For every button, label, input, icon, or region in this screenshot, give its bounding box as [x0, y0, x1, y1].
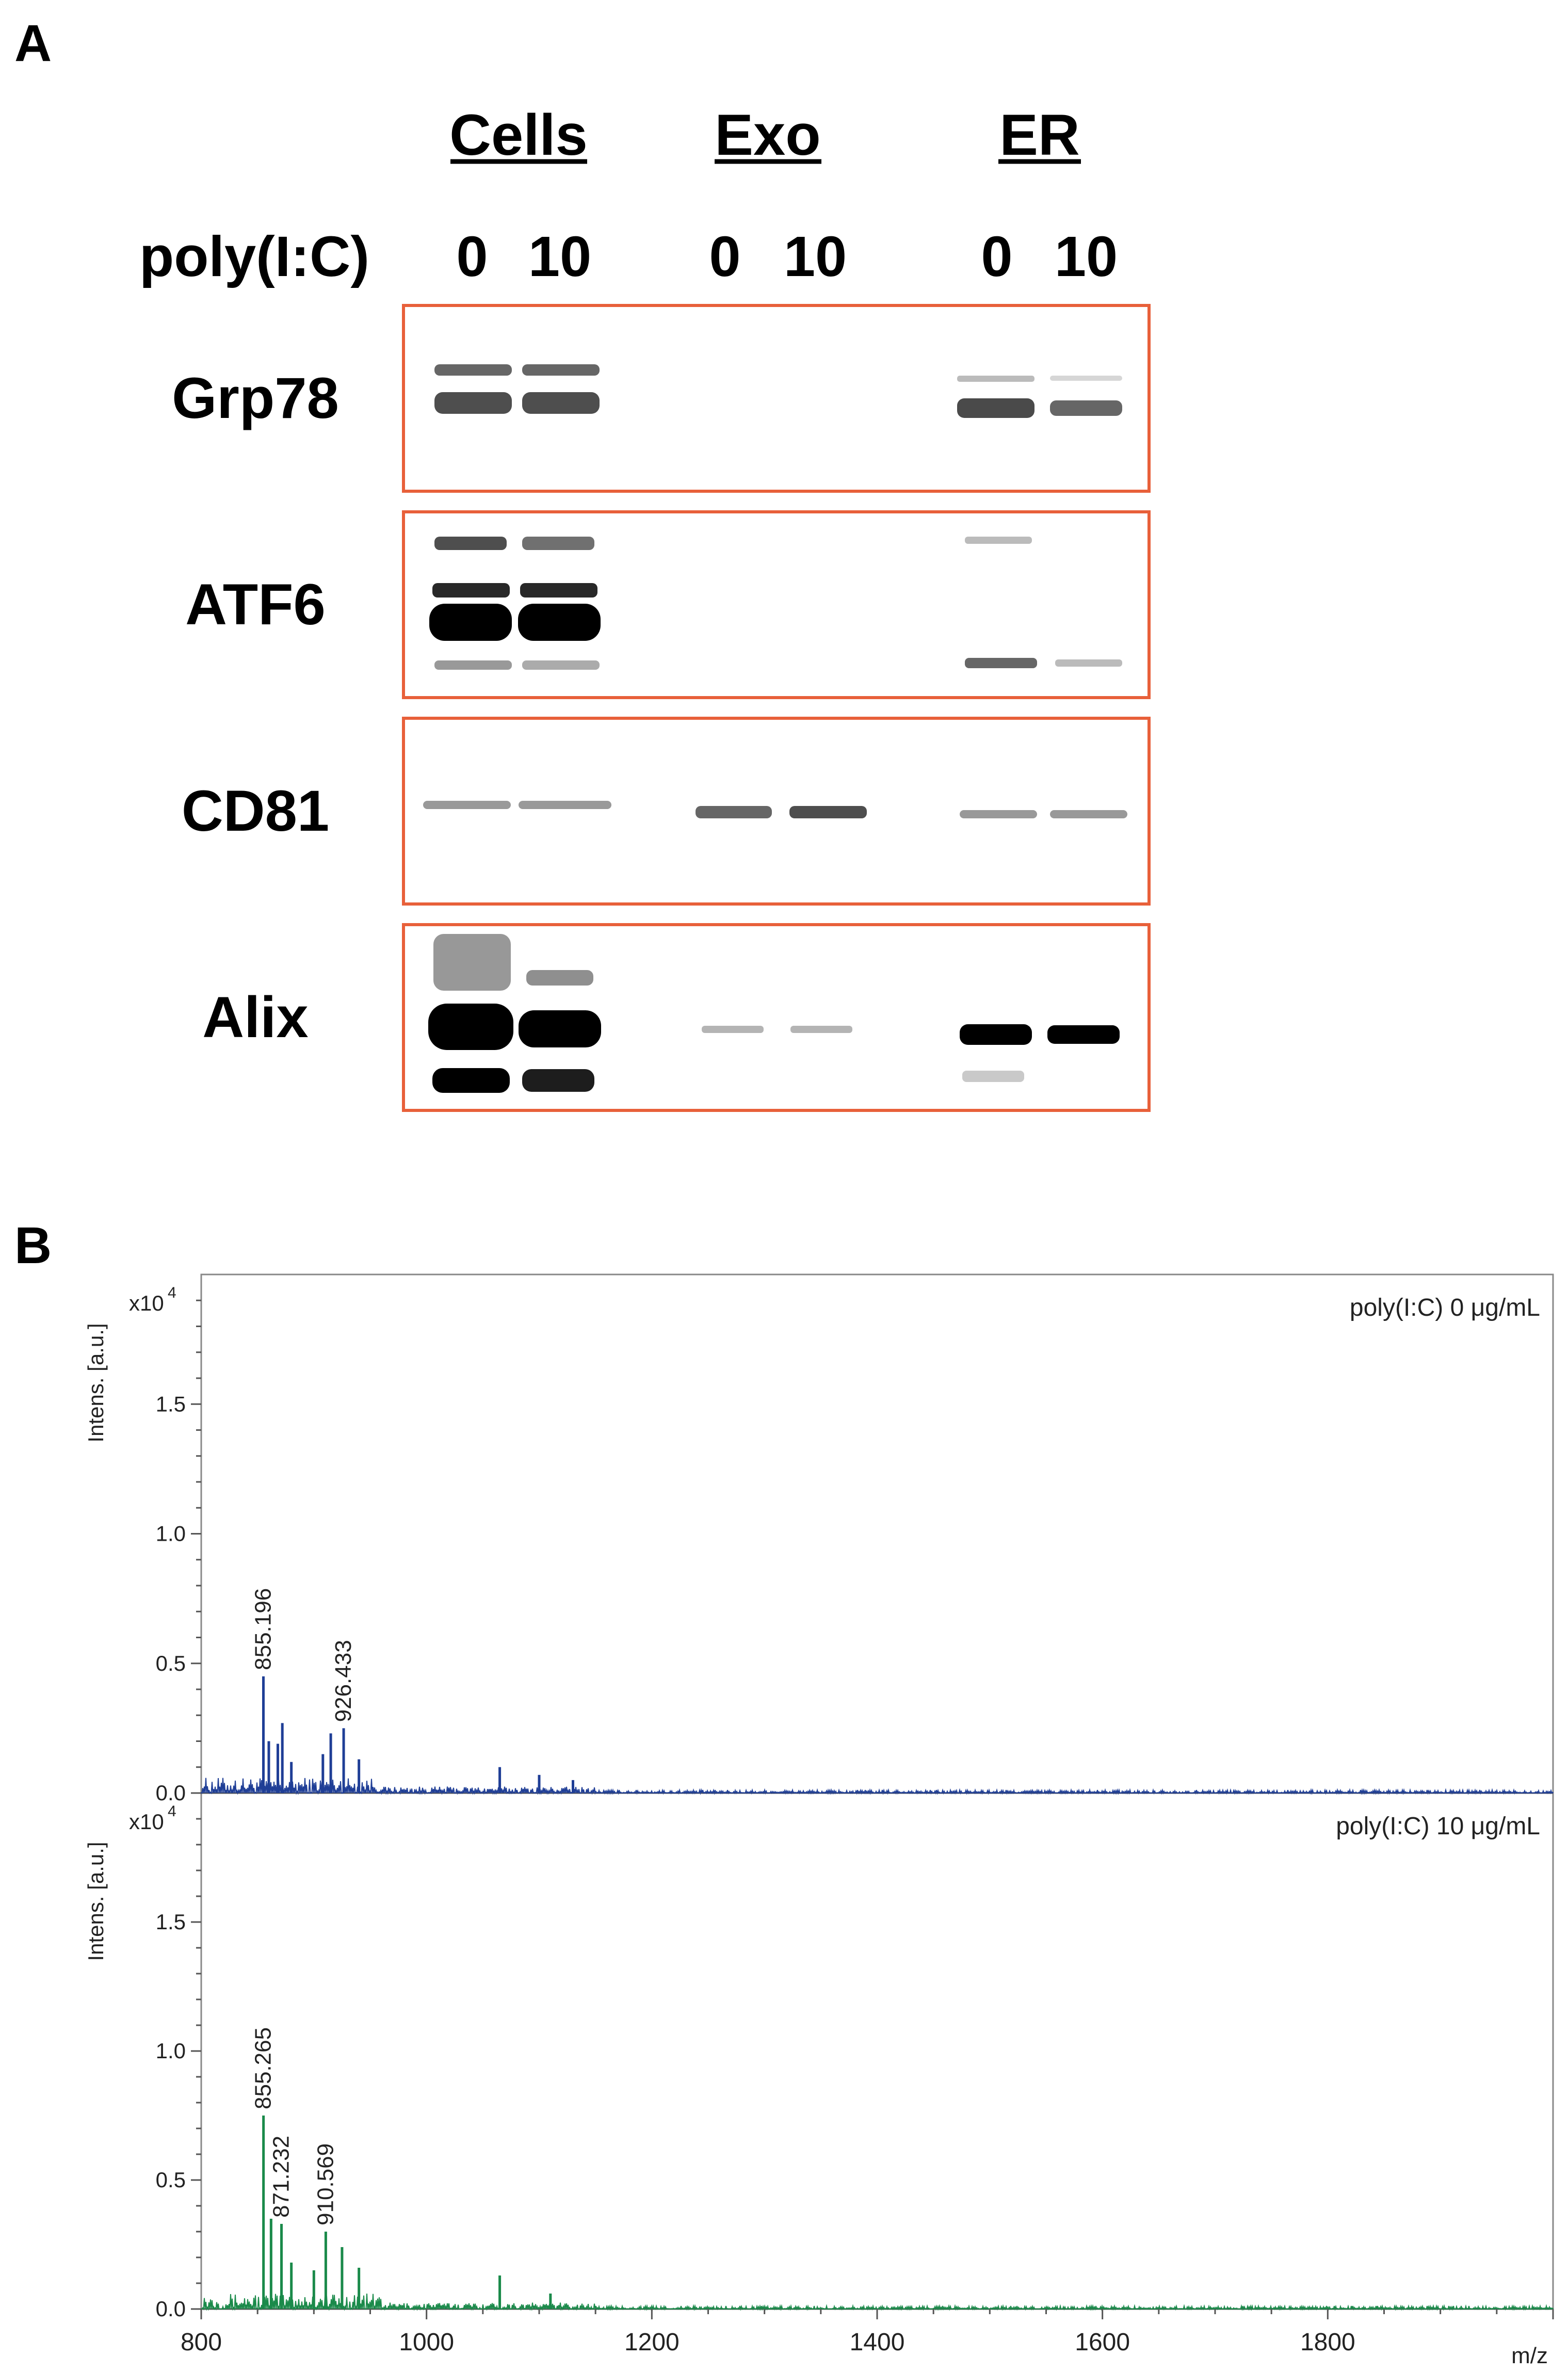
- band: [433, 934, 511, 991]
- peak-label: 855.196: [251, 1588, 276, 1670]
- x-tick-label: 800: [181, 2329, 222, 2356]
- band: [423, 801, 511, 809]
- band: [522, 1069, 594, 1092]
- x-tick-label: 1600: [1075, 2329, 1130, 2356]
- band: [957, 398, 1034, 418]
- peak-label: 926.433: [331, 1640, 356, 1722]
- y-tick-label: 0.0: [156, 1781, 186, 1805]
- x-tick-label: 1000: [399, 2329, 454, 2356]
- blot-grp78: [402, 304, 1151, 493]
- y-multiplier: x10: [129, 1810, 164, 1834]
- band: [522, 537, 594, 550]
- y-tick-label: 1.0: [156, 1522, 186, 1546]
- group-header-er: ER: [999, 103, 1080, 167]
- legend-label: poly(I:C) 0 μg/mL: [1350, 1294, 1540, 1321]
- blot-frame-alix: [402, 923, 1151, 1112]
- band: [702, 1026, 764, 1033]
- band: [518, 604, 601, 641]
- blot-frame-atf6: [402, 510, 1151, 699]
- y-tick-label: 1.5: [156, 1910, 186, 1934]
- panel-b-label: B: [14, 1217, 52, 1274]
- blot-alix: [402, 923, 1151, 1112]
- blot-frame-grp78: [402, 304, 1151, 493]
- band: [519, 801, 611, 809]
- peak-label: 910.569: [313, 2143, 338, 2225]
- lane-dose-5: 0: [981, 225, 1012, 288]
- band: [434, 392, 512, 414]
- band: [960, 1024, 1032, 1045]
- band: [962, 1071, 1024, 1082]
- group-header-exo: Exo: [715, 103, 820, 167]
- band: [432, 1068, 510, 1093]
- band: [520, 583, 597, 598]
- y-tick-label: 0.5: [156, 2168, 186, 2192]
- protein-label-cd81: CD81: [182, 779, 329, 843]
- band: [522, 660, 600, 670]
- band: [790, 1026, 852, 1033]
- y-tick-label: 1.0: [156, 2039, 186, 2063]
- band: [789, 806, 867, 818]
- band: [1050, 400, 1122, 416]
- lane-dose-3: 0: [709, 225, 740, 288]
- y-tick-label: 0.0: [156, 2297, 186, 2321]
- band: [432, 583, 510, 598]
- band: [434, 364, 512, 376]
- treatment-row: poly(I:C) 0 10 0 10 0 10: [139, 225, 1118, 288]
- band: [519, 1010, 601, 1047]
- peak-label: 855.265: [251, 2027, 276, 2109]
- treatment-label: poly(I:C): [139, 225, 369, 288]
- blot-cd81: [402, 717, 1151, 906]
- band: [696, 806, 772, 818]
- y-axis-label: Intens. [a.u.]: [84, 1842, 108, 1961]
- blot-frame-cd81: [402, 717, 1151, 906]
- spectrum-panel-1: 0.0 0.5 1.0 1.5 x10 4 Intens. [a.u.] poly(I:C) …: [84, 1284, 1554, 1805]
- band: [957, 376, 1034, 382]
- x-tick-label: 1800: [1300, 2329, 1355, 2356]
- band: [965, 537, 1032, 544]
- lane-dose-6: 10: [1055, 225, 1118, 288]
- spectrum-trace: [201, 1778, 1554, 1795]
- band: [522, 364, 600, 376]
- protein-label-alix: Alix: [202, 985, 308, 1050]
- band: [434, 660, 512, 670]
- x-tick-label: 1400: [850, 2329, 905, 2356]
- y-tick-label: 1.5: [156, 1392, 186, 1416]
- lane-dose-1: 0: [456, 225, 488, 288]
- protein-label-atf6: ATF6: [185, 572, 326, 637]
- lane-dose-4: 10: [784, 225, 847, 288]
- band: [1047, 1025, 1120, 1044]
- band: [526, 970, 593, 986]
- panel-a: A Cells Exo ER poly(I:C) 0 10 0 10 0 10 …: [14, 14, 1151, 1112]
- band: [522, 392, 600, 414]
- protein-label-grp78: Grp78: [172, 366, 339, 430]
- group-headers: Cells Exo ER: [449, 103, 1081, 167]
- x-tick-label: 1200: [624, 2329, 680, 2356]
- y-multiplier-exponent: 4: [168, 1803, 176, 1820]
- band: [1050, 376, 1122, 381]
- lane-dose-2: 10: [528, 225, 591, 288]
- band: [429, 604, 512, 641]
- x-axis-label: m/z: [1511, 2343, 1548, 2368]
- group-header-cells: Cells: [449, 103, 588, 167]
- band: [1050, 810, 1127, 818]
- panel-a-label: A: [14, 14, 52, 72]
- band: [428, 1004, 513, 1050]
- blot-atf6: [402, 510, 1151, 699]
- y-tick-label: 0.5: [156, 1651, 186, 1675]
- band: [960, 810, 1037, 818]
- band: [434, 537, 507, 550]
- y-axis-label: Intens. [a.u.]: [84, 1323, 108, 1442]
- peak-label: 871.232: [269, 2136, 294, 2218]
- y-multiplier-exponent: 4: [168, 1284, 176, 1301]
- band: [1055, 659, 1122, 667]
- y-multiplier: x10: [129, 1291, 164, 1315]
- spectrum-panel-2: 0.0 0.5 1.0 1.5 x10 4 Intens. [a.u.] poly(I:C) …: [84, 1803, 1554, 2368]
- band: [965, 658, 1037, 668]
- legend-label: poly(I:C) 10 μg/mL: [1336, 1813, 1540, 1840]
